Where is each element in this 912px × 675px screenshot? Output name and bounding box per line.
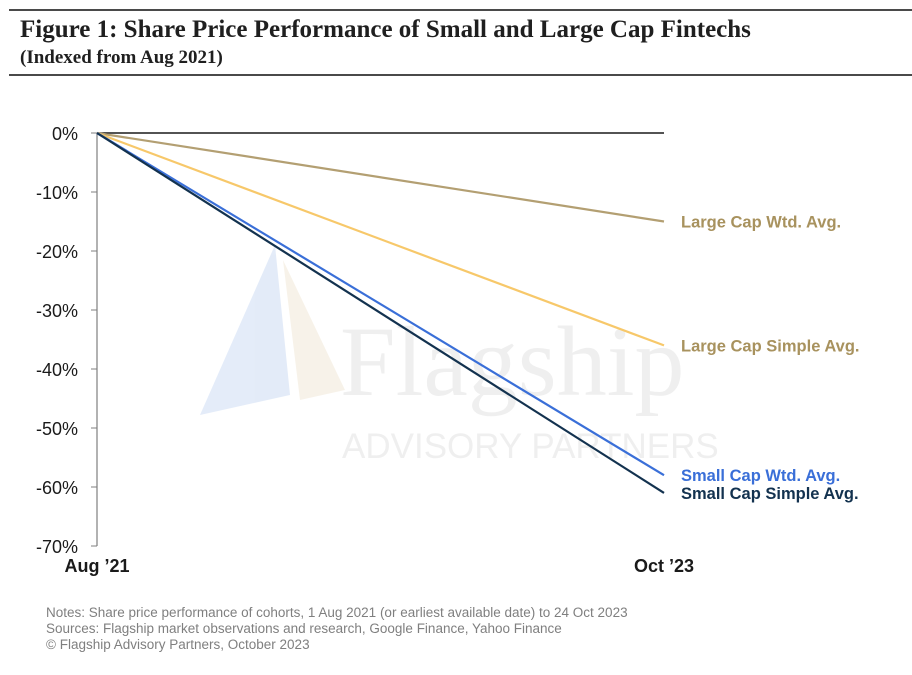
- x-tick-label: Aug ’21: [64, 556, 129, 576]
- chart-notes: Notes: Share price performance of cohort…: [46, 605, 628, 653]
- top-rule: [9, 9, 912, 11]
- y-tick-label: -20%: [36, 242, 78, 262]
- watermark-sail-logo-2: [283, 260, 345, 400]
- series-line-3: [96, 132, 665, 477]
- watermark: Flagship ADVISORY PARTNERS: [200, 245, 719, 466]
- y-tick-label: -40%: [36, 360, 78, 380]
- notes-line: Notes: Share price performance of cohort…: [46, 605, 628, 620]
- series-label-4: Small Cap Simple Avg.: [681, 485, 859, 503]
- series-line-1: [96, 131, 665, 223]
- sources-line: Sources: Flagship market observations an…: [46, 621, 562, 636]
- y-tick-label: 0%: [52, 124, 78, 144]
- watermark-brand: Flagship: [340, 306, 684, 417]
- y-tick-label: -70%: [36, 537, 78, 557]
- series-label-2: Large Cap Simple Avg.: [681, 337, 860, 355]
- copyright-line: © Flagship Advisory Partners, October 20…: [46, 637, 310, 652]
- series-line-4: [96, 132, 665, 494]
- y-tick-label: -10%: [36, 183, 78, 203]
- y-tick-label: -60%: [36, 478, 78, 498]
- y-tick-label: -30%: [36, 301, 78, 321]
- chart-title: Figure 1: Share Price Performance of Sma…: [20, 16, 751, 43]
- title-rule: [9, 74, 912, 76]
- watermark-tagline: ADVISORY PARTNERS: [342, 427, 719, 466]
- series-label-1: Large Cap Wtd. Avg.: [681, 214, 841, 232]
- y-tick-label: -50%: [36, 419, 78, 439]
- series-label-3: Small Cap Wtd. Avg.: [681, 467, 840, 485]
- x-tick-label: Oct ’23: [634, 556, 694, 576]
- watermark-sail-logo: [200, 245, 290, 415]
- chart-subtitle: (Indexed from Aug 2021): [20, 47, 223, 68]
- series-line-2: [96, 131, 665, 347]
